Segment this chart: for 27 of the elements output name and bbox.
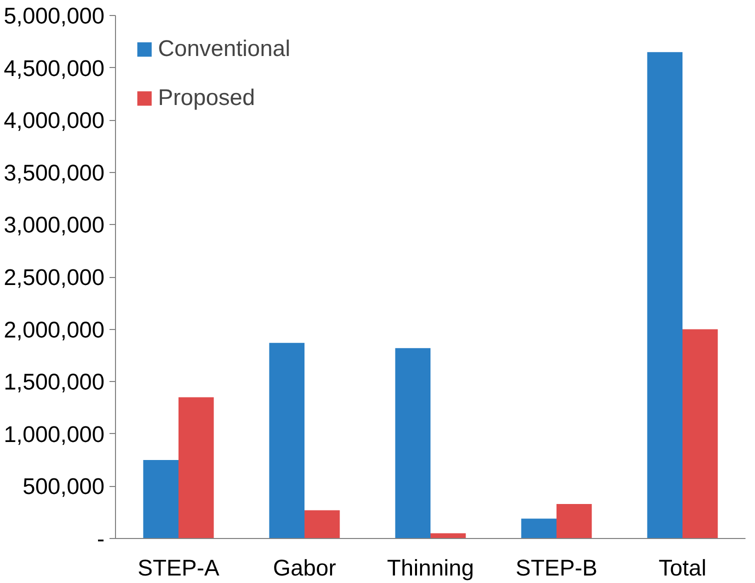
y-tick-label: 2,500,000 (4, 264, 105, 290)
bar (647, 52, 682, 538)
bar (269, 342, 304, 538)
legend-label: Conventional (158, 35, 290, 62)
legend-label: Proposed (158, 84, 255, 111)
bar (395, 348, 430, 538)
x-tick-label: Thinning (387, 554, 474, 580)
x-tick-label: Total (658, 554, 706, 580)
x-tick-label: Gabor (273, 554, 336, 580)
bar (521, 518, 556, 538)
bar (178, 397, 214, 538)
y-tick-label: 3,000,000 (4, 212, 105, 238)
bar (556, 504, 592, 538)
y-tick-label: 4,500,000 (4, 54, 105, 81)
y-tick-label: 2,000,000 (4, 316, 105, 342)
bar (682, 329, 718, 538)
bar (304, 510, 340, 538)
x-tick-label: STEP-B (516, 554, 598, 580)
y-tick-label: 1,500,000 (4, 368, 105, 395)
bar (143, 460, 178, 538)
y-tick-label: 4,000,000 (4, 107, 105, 134)
y-tick-label: 5,000,000 (4, 2, 105, 28)
y-tick-label: 500,000 (22, 473, 105, 500)
y-tick-label: 3,500,000 (4, 159, 105, 186)
y-tick-label: - (96, 526, 104, 552)
y-tick-label: 1,000,000 (4, 420, 105, 447)
x-tick-label: STEP-A (138, 554, 220, 580)
